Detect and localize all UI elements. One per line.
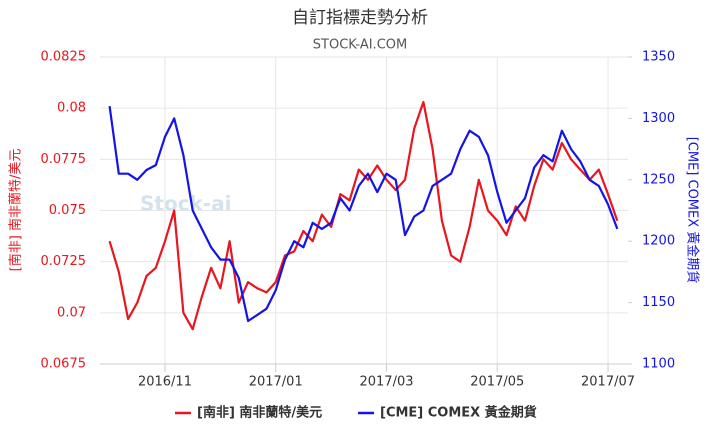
y-tick-label: 0.075 <box>49 203 86 218</box>
series-line <box>108 105 619 323</box>
y2-axis-label: [CME] COMEX 黃金期貨 <box>685 137 701 284</box>
y-tick-label: 0.07 <box>57 305 86 320</box>
y2-tick-label: 1250 <box>642 172 675 187</box>
chart-title: 自訂指標走勢分析 <box>292 8 428 28</box>
series-line <box>108 100 619 331</box>
legend-label: [南非] 南非蘭特/美元 <box>197 405 322 421</box>
y2-tick-label: 1200 <box>642 234 675 249</box>
x-tick-label: 2017/01 <box>249 375 303 390</box>
x-tick-label: 2016/11 <box>138 375 192 390</box>
y-tick-label: 0.0775 <box>41 152 87 167</box>
y-tick-label: 0.0675 <box>41 357 87 372</box>
y2-tick-label: 1150 <box>642 295 675 310</box>
y2-tick-label: 1100 <box>642 357 675 372</box>
chart-subtitle: STOCK-AI.COM <box>313 38 407 53</box>
x-tick-label: 2017/03 <box>359 375 413 390</box>
y-tick-label: 0.0725 <box>41 254 87 269</box>
watermark: Stock-ai <box>140 192 232 216</box>
x-tick-label: 2017/07 <box>581 375 635 390</box>
legend-label: [CME] COMEX 黃金期貨 <box>380 405 537 421</box>
y-tick-label: 0.0825 <box>41 50 87 65</box>
y-tick-label: 0.08 <box>57 101 86 116</box>
y2-tick-label: 1350 <box>642 50 675 65</box>
x-tick-label: 2017/05 <box>470 375 524 390</box>
y2-tick-label: 1300 <box>642 111 675 126</box>
y-axis-label: [南非] 南非蘭特/美元 <box>8 149 24 272</box>
